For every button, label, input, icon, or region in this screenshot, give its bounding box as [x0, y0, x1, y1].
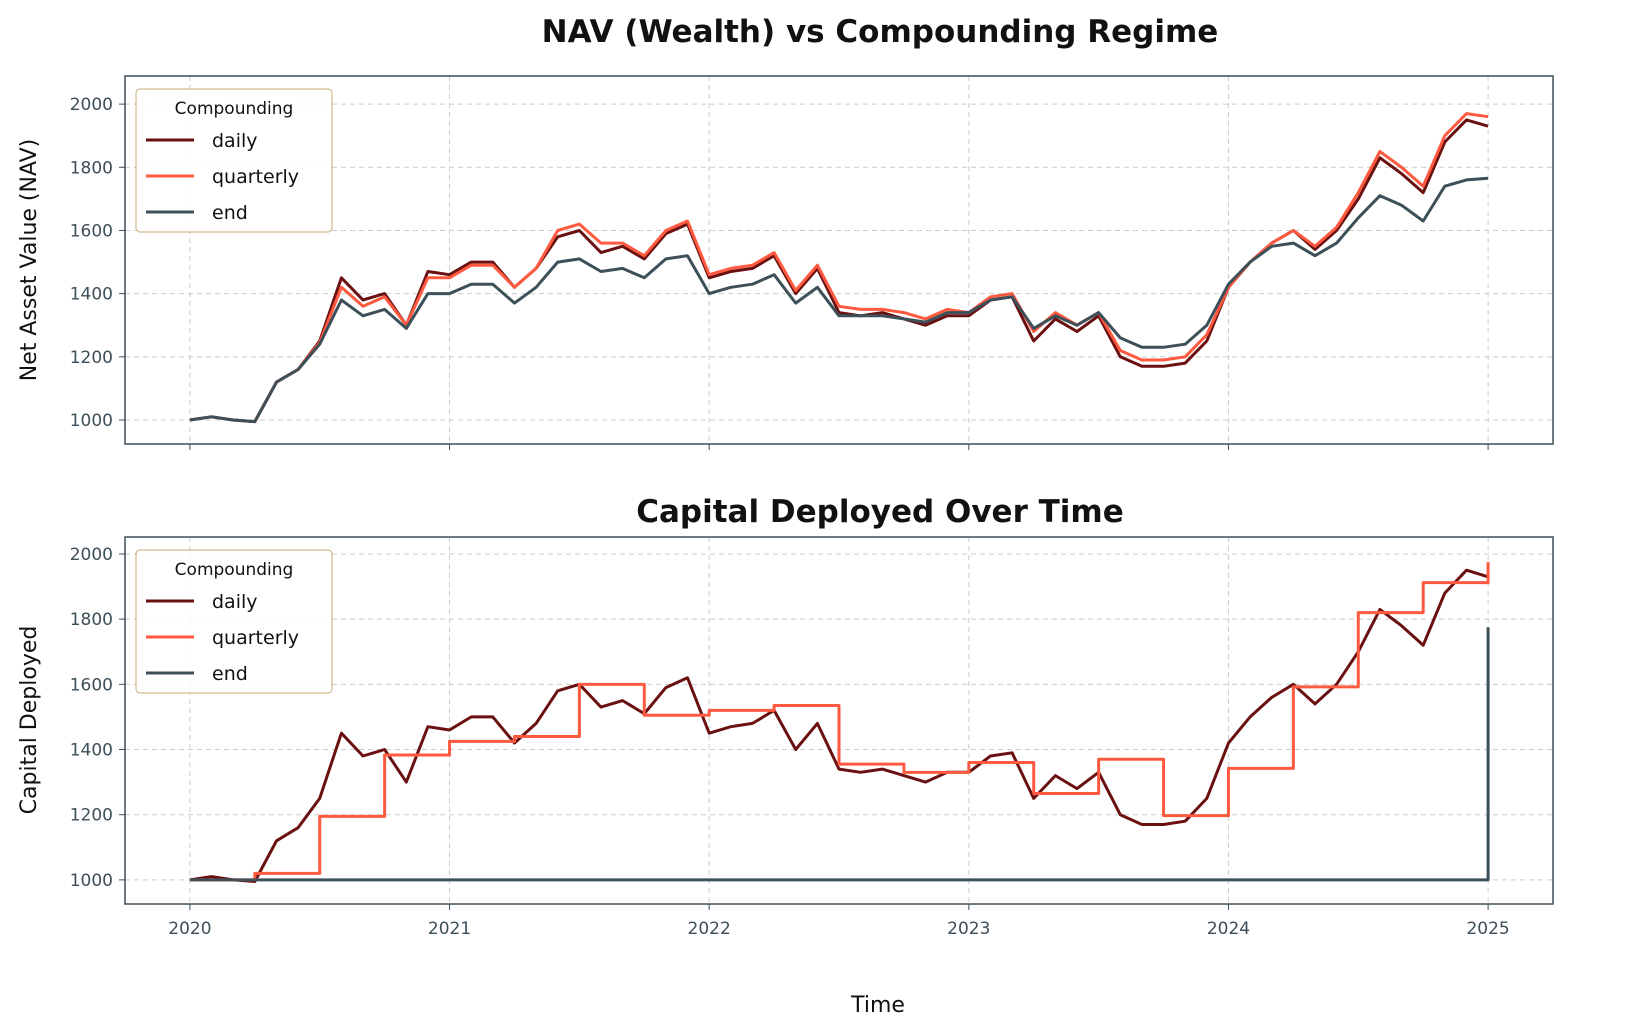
legend-title: Compounding — [175, 560, 294, 580]
bottom-chart-title: Capital Deployed Over Time — [636, 494, 1124, 530]
legend-label-end: end — [212, 663, 248, 685]
legend-label-daily: daily — [212, 591, 258, 613]
legend-label-daily: daily — [212, 130, 258, 152]
y-tick-label: 1800 — [70, 610, 113, 630]
legend-box — [135, 88, 333, 233]
x-tick-label: 2024 — [1207, 919, 1250, 939]
x-tick-label: 2023 — [947, 919, 990, 939]
y-tick-label: 1200 — [70, 806, 113, 826]
x-tick-label: 2021 — [428, 919, 471, 939]
bottom-plot: 2020 2021 2022 2023 2024 2025 1000 1200 1400 1600… — [70, 536, 1554, 939]
legend: Compounding daily quarterly end — [135, 88, 333, 233]
series-line-daily — [189, 568, 1489, 883]
y-tick-label: 1000 — [70, 411, 113, 431]
y-tick-label: 2000 — [70, 95, 113, 115]
series-line-end — [189, 176, 1489, 424]
legend-box — [135, 549, 333, 694]
series-line-daily — [189, 118, 1489, 424]
top-chart-title: NAV (Wealth) vs Compounding Regime — [542, 14, 1219, 50]
y-tick-label: 1400 — [70, 285, 113, 305]
axes-frame — [124, 75, 1554, 445]
series-line-quarterly — [189, 562, 1490, 882]
bottom-y-axis-label: Capital Deployed — [17, 626, 42, 815]
y-tick-label: 1200 — [70, 348, 113, 368]
legend-label-quarterly: quarterly — [212, 627, 299, 649]
top-y-axis-label: Net Asset Value (NAV) — [17, 139, 42, 381]
y-tick-label: 1600 — [70, 675, 113, 695]
series-line-quarterly — [189, 112, 1489, 424]
legend-label-end: end — [212, 202, 248, 224]
y-tick-label: 1600 — [70, 221, 113, 241]
legend-title: Compounding — [175, 99, 294, 119]
top-plot: 1000 1200 1400 1600 1800 2000 Compounding daily… — [70, 75, 1554, 450]
x-tick-label: 2020 — [168, 919, 211, 939]
x-axis-label: Time — [850, 993, 905, 1018]
y-tick-label: 1000 — [70, 871, 113, 891]
y-tick-label: 1400 — [70, 741, 113, 761]
x-tick-label: 2022 — [688, 919, 731, 939]
x-tick-label: 2025 — [1466, 919, 1509, 939]
y-tick-label: 1800 — [70, 158, 113, 178]
series-line-end — [189, 627, 1490, 882]
legend: Compounding daily quarterly end — [135, 549, 333, 694]
legend-label-quarterly: quarterly — [212, 166, 299, 188]
y-tick-label: 2000 — [70, 545, 113, 565]
axes-frame — [124, 536, 1554, 905]
